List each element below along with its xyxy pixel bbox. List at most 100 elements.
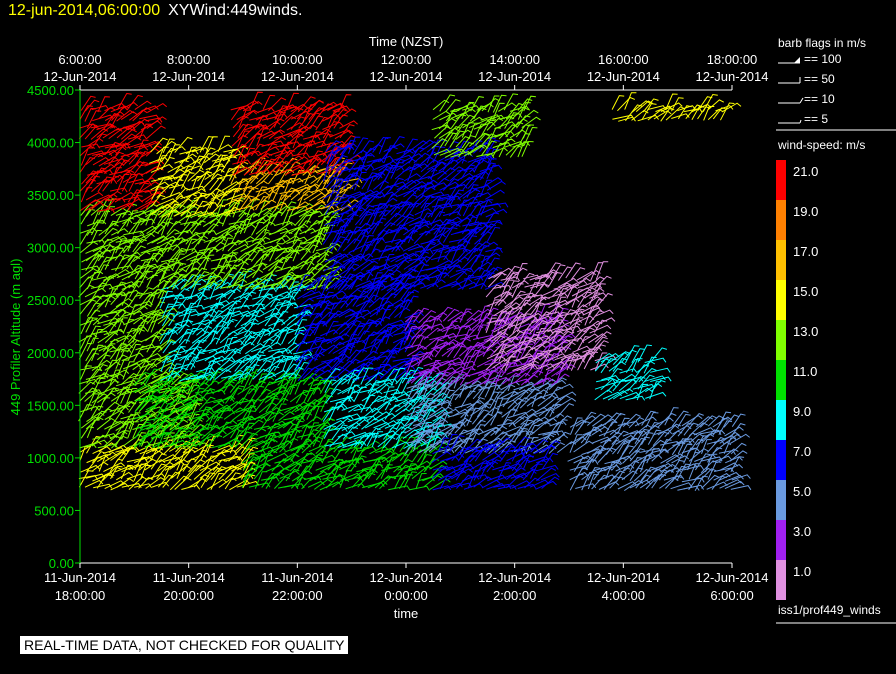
wind-barb [90,283,114,289]
wind-barb [431,259,454,270]
wind-barb [618,116,636,122]
wind-barb [176,398,195,404]
wind-barb [467,384,483,398]
wind-barb [347,416,369,430]
wind-barb [225,466,242,480]
wind-barb [428,422,444,435]
wind-barb [144,441,165,448]
wind-barb [116,202,134,210]
wind-barb [461,274,475,290]
wind-barb [238,175,259,185]
wind-barb [157,290,169,307]
wind-barb [91,344,104,362]
wind-barb [265,397,280,413]
wind-barb [555,431,570,444]
wind-barb [591,474,609,490]
wind-barb [544,404,559,417]
wind-barb [425,219,444,227]
wind-barb [500,302,521,315]
wind-barb [625,395,646,401]
wind-barb [231,195,252,201]
wind-barb [347,255,363,270]
wind-barb [207,264,224,279]
wind-barb [612,357,628,372]
wind-barb [215,359,235,372]
wind-barb [377,272,395,290]
wind-barb [286,276,304,282]
wind-barb [391,451,409,462]
wind-barb [323,157,341,174]
wind-barb [157,461,175,472]
wind-barb [108,283,127,290]
wind-barb [303,387,316,403]
wind-barb [359,204,375,218]
wind-barb [370,329,390,345]
wind-barb [352,375,371,381]
wind-barb [291,156,309,166]
wind-barb [476,324,488,339]
wind-barb [401,253,421,262]
wind-barb [381,304,394,319]
wind-barb [116,173,130,192]
wind-barb [128,412,141,430]
x-tick-label-date: 11-Jun-2014 [261,570,333,585]
wind-barb [588,333,607,344]
wind-barb [116,471,134,481]
wind-barb [521,116,541,129]
wind-barb [327,458,344,471]
wind-barb [380,287,398,300]
wind-barb [469,448,488,463]
wind-barb [479,162,496,181]
wind-barb [504,112,519,129]
wind-barb [79,105,93,120]
wind-barb [406,386,419,400]
wind-barb [391,224,406,244]
wind-barb [281,314,299,326]
wind-barb [203,236,226,243]
wind-barb [242,398,258,411]
wind-barb [108,268,130,281]
wind-barb [387,319,405,326]
wind-barb [516,313,531,333]
wind-barb [677,105,692,120]
wind-barb [409,485,430,491]
wind-barb [724,426,744,437]
wind-barb [461,122,475,138]
wind-barb [265,464,285,473]
wind-barb [79,443,97,449]
wind-barb [449,183,468,190]
wind-barb [396,213,415,227]
wind-barb [242,147,256,164]
wind-barb [455,463,472,481]
wind-barb [256,128,269,147]
wind-barb [349,177,366,190]
wind-barb [102,466,121,482]
wind-barb [376,297,389,316]
wind-barb [243,214,258,234]
wind-barb [255,172,273,185]
wind-barb [193,192,207,208]
wind-barb [366,237,386,244]
wind-barb [418,383,432,398]
wind-barb [303,158,322,173]
wind-barb [576,350,595,361]
wind-barb [548,442,566,454]
wind-barb [157,432,170,449]
wind-barb [108,354,128,369]
wind-barb [632,383,656,390]
wind-barb [312,238,326,254]
wind-barb [79,199,100,212]
wind-barb [422,473,445,482]
wind-barb [425,269,442,279]
wind-barb [361,463,384,471]
wind-barb [297,124,318,138]
wind-barb [524,477,540,489]
wind-barb [203,236,218,254]
wind-barb [730,442,747,455]
wind-barb [521,109,539,121]
wind-barb [463,438,482,453]
wind-barb [160,229,180,243]
wind-barb [128,146,149,156]
colorbar-label: 9.0 [793,404,811,419]
wind-barb [629,457,643,473]
